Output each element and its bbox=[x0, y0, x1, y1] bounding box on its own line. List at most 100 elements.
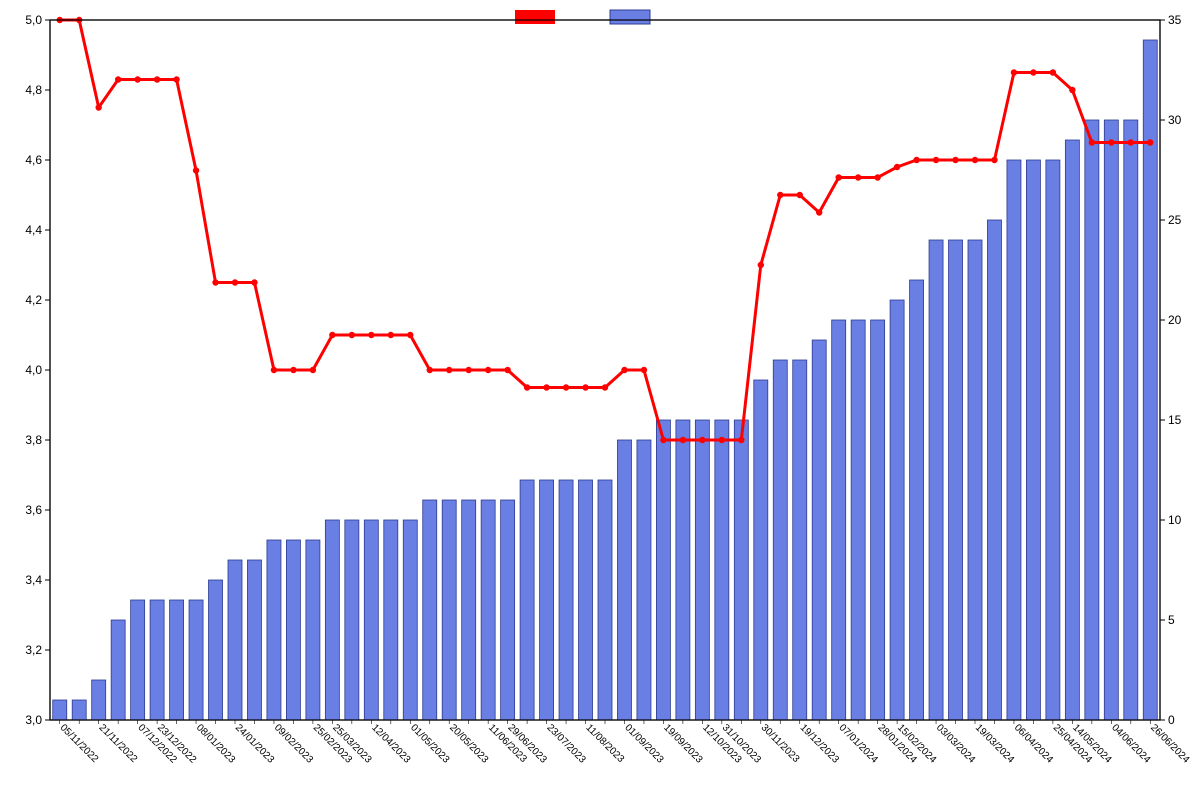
bar bbox=[910, 280, 924, 720]
bar bbox=[832, 320, 846, 720]
y-left-tick-label: 3,8 bbox=[25, 433, 42, 447]
bar bbox=[247, 560, 261, 720]
combo-chart: 3,03,23,43,63,84,04,24,44,64,85,00510152… bbox=[0, 0, 1200, 800]
y-right-tick-label: 35 bbox=[1168, 13, 1182, 27]
legend-line-swatch bbox=[515, 10, 555, 24]
bar bbox=[481, 500, 495, 720]
bar bbox=[1065, 140, 1079, 720]
line-marker bbox=[952, 157, 958, 163]
bar bbox=[812, 340, 826, 720]
line-marker bbox=[446, 367, 452, 373]
line-marker bbox=[913, 157, 919, 163]
bar bbox=[442, 500, 456, 720]
y-left-tick-label: 3,0 bbox=[25, 713, 42, 727]
bar bbox=[890, 300, 904, 720]
line-marker bbox=[563, 384, 569, 390]
line-marker bbox=[1128, 139, 1134, 145]
line-marker bbox=[349, 332, 355, 338]
bar bbox=[403, 520, 417, 720]
y-left-tick-label: 4,6 bbox=[25, 153, 42, 167]
bar bbox=[92, 680, 106, 720]
bar bbox=[637, 440, 651, 720]
line-marker bbox=[1011, 69, 1017, 75]
y-right-tick-label: 15 bbox=[1168, 413, 1182, 427]
line-marker bbox=[115, 76, 121, 82]
line-marker bbox=[758, 262, 764, 268]
bar bbox=[189, 600, 203, 720]
bar bbox=[579, 480, 593, 720]
bar bbox=[949, 240, 963, 720]
line-marker bbox=[699, 437, 705, 443]
line-marker bbox=[894, 164, 900, 170]
y-left-tick-label: 5,0 bbox=[25, 13, 42, 27]
line-marker bbox=[95, 104, 101, 110]
y-left-tick-label: 3,2 bbox=[25, 643, 42, 657]
line-marker bbox=[1030, 69, 1036, 75]
line-marker bbox=[368, 332, 374, 338]
y-right-tick-label: 5 bbox=[1168, 613, 1175, 627]
bar bbox=[170, 600, 184, 720]
line-marker bbox=[212, 279, 218, 285]
bar bbox=[929, 240, 943, 720]
line-marker bbox=[972, 157, 978, 163]
bar bbox=[364, 520, 378, 720]
bar bbox=[1007, 160, 1021, 720]
line-marker bbox=[582, 384, 588, 390]
y-left-tick-label: 4,2 bbox=[25, 293, 42, 307]
y-right-tick-label: 0 bbox=[1168, 713, 1175, 727]
line-marker bbox=[251, 279, 257, 285]
bar bbox=[1046, 160, 1060, 720]
line-marker bbox=[543, 384, 549, 390]
line-marker bbox=[835, 174, 841, 180]
line-marker bbox=[991, 157, 997, 163]
bar bbox=[286, 540, 300, 720]
line-marker bbox=[1089, 139, 1095, 145]
y-left-tick-label: 4,8 bbox=[25, 83, 42, 97]
y-right-tick-label: 20 bbox=[1168, 313, 1182, 327]
y-right-tick-label: 10 bbox=[1168, 513, 1182, 527]
bar bbox=[267, 540, 281, 720]
line-marker bbox=[329, 332, 335, 338]
line-marker bbox=[1050, 69, 1056, 75]
line-marker bbox=[193, 167, 199, 173]
line-marker bbox=[602, 384, 608, 390]
bar bbox=[734, 420, 748, 720]
bar bbox=[150, 600, 164, 720]
line-marker bbox=[660, 437, 666, 443]
bar bbox=[793, 360, 807, 720]
bar bbox=[72, 700, 86, 720]
line-marker bbox=[388, 332, 394, 338]
line-marker bbox=[816, 209, 822, 215]
line-marker bbox=[719, 437, 725, 443]
bar bbox=[53, 700, 67, 720]
y-right-tick-label: 30 bbox=[1168, 113, 1182, 127]
y-left-tick-label: 4,4 bbox=[25, 223, 42, 237]
bar bbox=[598, 480, 612, 720]
line-marker bbox=[855, 174, 861, 180]
bar bbox=[131, 600, 145, 720]
bar bbox=[871, 320, 885, 720]
bar bbox=[1026, 160, 1040, 720]
line-marker bbox=[641, 367, 647, 373]
bar bbox=[423, 500, 437, 720]
bar bbox=[1124, 120, 1138, 720]
line-marker bbox=[1069, 87, 1075, 93]
line-marker bbox=[485, 367, 491, 373]
bar bbox=[325, 520, 339, 720]
line-marker bbox=[465, 367, 471, 373]
line-marker bbox=[134, 76, 140, 82]
bar bbox=[987, 220, 1001, 720]
bar bbox=[1085, 120, 1099, 720]
line-marker bbox=[173, 76, 179, 82]
bar bbox=[384, 520, 398, 720]
bar bbox=[715, 420, 729, 720]
line-marker bbox=[777, 192, 783, 198]
y-left-tick-label: 3,6 bbox=[25, 503, 42, 517]
bar bbox=[1104, 120, 1118, 720]
line-marker bbox=[738, 437, 744, 443]
y-left-tick-label: 3,4 bbox=[25, 573, 42, 587]
bar bbox=[559, 480, 573, 720]
bar bbox=[501, 500, 515, 720]
bar bbox=[209, 580, 223, 720]
bar bbox=[851, 320, 865, 720]
